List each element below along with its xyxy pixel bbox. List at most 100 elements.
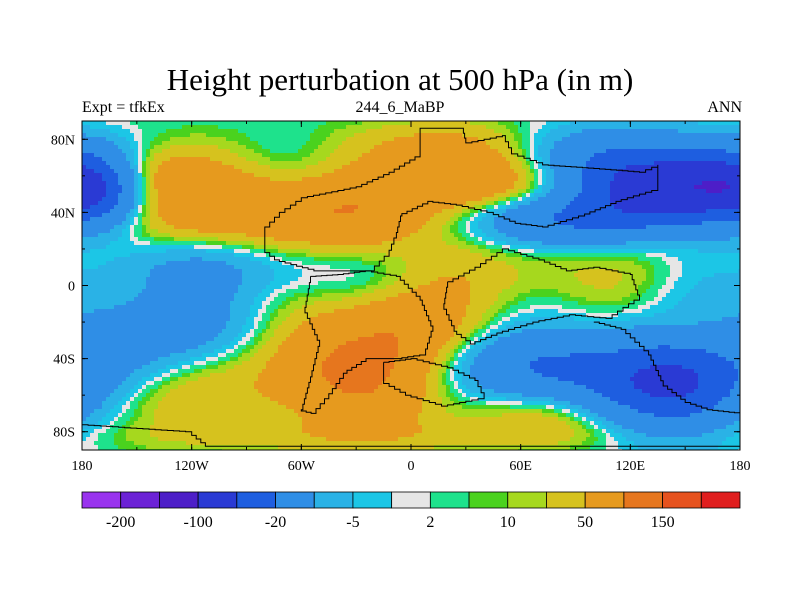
- field-cell: [266, 169, 271, 174]
- field-cell: [530, 197, 535, 202]
- field-cell: [386, 209, 391, 214]
- field-cell: [418, 225, 423, 230]
- field-cell: [166, 233, 171, 238]
- field-cell: [334, 169, 339, 174]
- field-cell: [230, 173, 235, 178]
- field-cell: [646, 165, 651, 170]
- field-cell: [346, 165, 351, 170]
- field-cell: [614, 161, 619, 166]
- field-cell: [422, 137, 427, 142]
- field-cell: [370, 221, 375, 226]
- field-cell: [698, 125, 703, 130]
- field-cell: [298, 149, 303, 154]
- field-cell: [110, 173, 115, 178]
- field-cell: [266, 129, 271, 134]
- field-cell: [494, 193, 499, 198]
- field-cell: [202, 221, 207, 226]
- field-cell: [234, 141, 239, 146]
- field-cell: [366, 173, 371, 178]
- field-cell: [718, 217, 723, 222]
- field-cell: [670, 189, 675, 194]
- field-cell: [266, 173, 271, 178]
- field-cell: [590, 221, 595, 226]
- field-cell: [242, 229, 247, 234]
- field-cell: [642, 161, 647, 166]
- field-cell: [626, 221, 631, 226]
- field-cell: [570, 205, 575, 210]
- field-cell: [306, 185, 311, 190]
- field-cell: [238, 145, 243, 150]
- field-cell: [526, 129, 531, 134]
- field-cell: [518, 125, 523, 130]
- field-cell: [602, 209, 607, 214]
- field-cell: [430, 201, 435, 206]
- field-cell: [346, 181, 351, 186]
- field-cell: [386, 197, 391, 202]
- field-cell: [662, 237, 667, 242]
- field-cell: [618, 209, 623, 214]
- field-cell: [562, 181, 567, 186]
- field-cell: [658, 201, 663, 206]
- field-cell: [722, 145, 727, 150]
- field-cell: [438, 165, 443, 170]
- field-cell: [366, 181, 371, 186]
- field-cell: [650, 201, 655, 206]
- field-cell: [250, 185, 255, 190]
- field-cell: [358, 225, 363, 230]
- field-cell: [318, 189, 323, 194]
- field-cell: [618, 225, 623, 230]
- field-cell: [598, 157, 603, 162]
- field-cell: [266, 177, 271, 182]
- field-cell: [458, 149, 463, 154]
- field-cell: [422, 217, 427, 222]
- field-cell: [454, 181, 459, 186]
- field-cell: [294, 217, 299, 222]
- field-cell: [138, 205, 143, 210]
- field-cell: [106, 145, 111, 150]
- field-cell: [286, 153, 291, 158]
- field-cell: [210, 233, 215, 238]
- field-cell: [666, 237, 671, 242]
- field-cell: [714, 165, 719, 170]
- field-cell: [470, 237, 475, 242]
- field-cell: [282, 145, 287, 150]
- field-cell: [738, 153, 741, 158]
- field-cell: [286, 137, 291, 142]
- field-cell: [222, 125, 227, 130]
- field-cell: [670, 177, 675, 182]
- field-cell: [578, 125, 583, 130]
- field-cell: [706, 149, 711, 154]
- field-cell: [566, 233, 571, 238]
- field-cell: [598, 205, 603, 210]
- field-cell: [394, 201, 399, 206]
- field-cell: [502, 201, 507, 206]
- field-cell: [614, 221, 619, 226]
- field-cell: [334, 229, 339, 234]
- field-cell: [326, 141, 331, 146]
- field-cell: [486, 169, 491, 174]
- field-cell: [546, 157, 551, 162]
- field-cell: [106, 125, 111, 130]
- field-cell: [226, 229, 231, 234]
- field-cell: [422, 141, 427, 146]
- field-cell: [338, 149, 343, 154]
- field-cell: [390, 137, 395, 142]
- field-cell: [294, 189, 299, 194]
- field-cell: [502, 237, 507, 242]
- field-cell: [478, 209, 483, 214]
- field-cell: [350, 141, 355, 146]
- field-cell: [458, 189, 463, 194]
- field-cell: [490, 141, 495, 146]
- field-cell: [174, 145, 179, 150]
- field-cell: [562, 149, 567, 154]
- field-cell: [722, 141, 727, 146]
- field-cell: [698, 157, 703, 162]
- field-cell: [678, 141, 683, 146]
- field-cell: [730, 197, 735, 202]
- field-cell: [602, 153, 607, 158]
- field-cell: [618, 141, 623, 146]
- field-cell: [666, 165, 671, 170]
- field-cell: [114, 241, 119, 246]
- field-cell: [614, 165, 619, 170]
- field-cell: [738, 225, 741, 230]
